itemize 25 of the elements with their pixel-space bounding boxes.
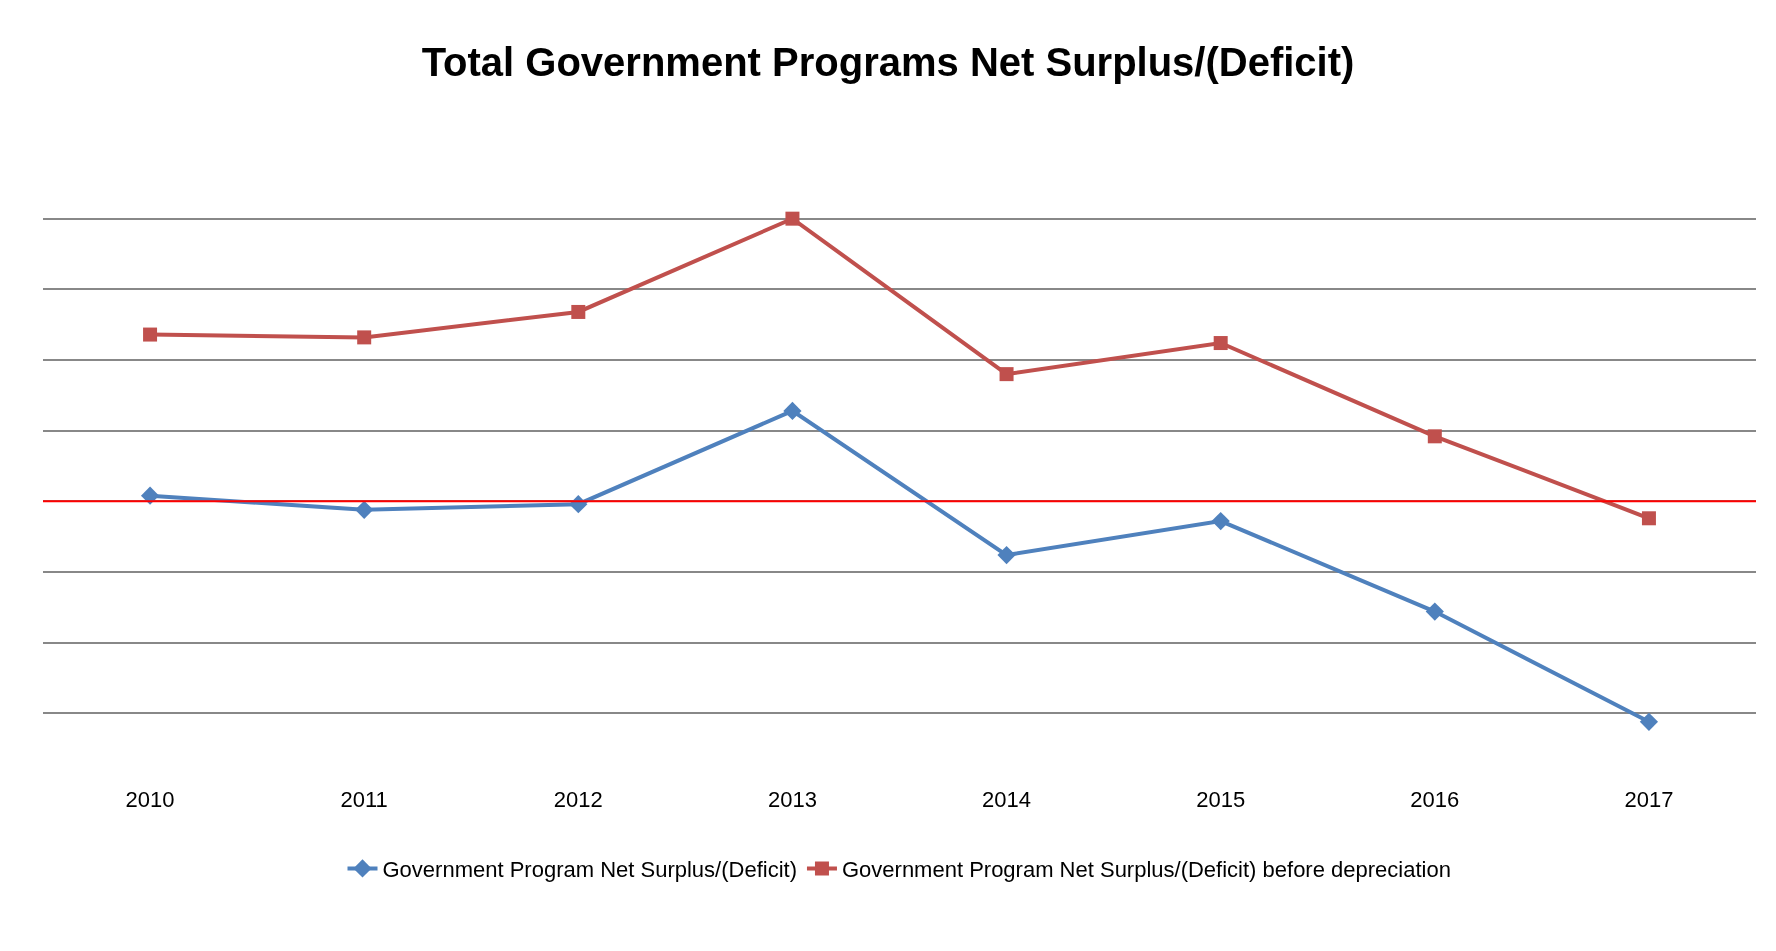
point bbox=[1213, 336, 1228, 351]
point bbox=[357, 330, 372, 345]
point bbox=[1639, 712, 1659, 731]
point bbox=[783, 401, 802, 420]
x-tick-label: 2013 bbox=[767, 787, 817, 812]
point bbox=[1425, 602, 1444, 621]
legend-label: Government Program Net Surplus/(Deficit) bbox=[382, 856, 797, 882]
chart-title: Total Government Programs Net Surplus/(Deficit) bbox=[421, 39, 1355, 84]
point bbox=[999, 367, 1014, 382]
point bbox=[997, 545, 1016, 565]
x-tick-label: 2011 bbox=[340, 787, 388, 812]
x-tick-label: 2012 bbox=[553, 787, 603, 812]
x-tick-label: 2014 bbox=[982, 787, 1032, 812]
point bbox=[1427, 429, 1442, 444]
x-tick-label: 2015 bbox=[1196, 787, 1246, 812]
point bbox=[785, 211, 800, 226]
x-tick-label: 2017 bbox=[1624, 787, 1674, 812]
point bbox=[1211, 512, 1230, 531]
point bbox=[571, 304, 586, 319]
legend-label: Government Program Net Surplus/(Deficit) before depreciation bbox=[841, 856, 1451, 882]
point bbox=[1641, 511, 1656, 526]
x-tick-label: 2016 bbox=[1410, 787, 1460, 812]
point bbox=[355, 500, 374, 519]
x-tick-label: 2010 bbox=[125, 787, 175, 812]
point bbox=[143, 327, 158, 342]
